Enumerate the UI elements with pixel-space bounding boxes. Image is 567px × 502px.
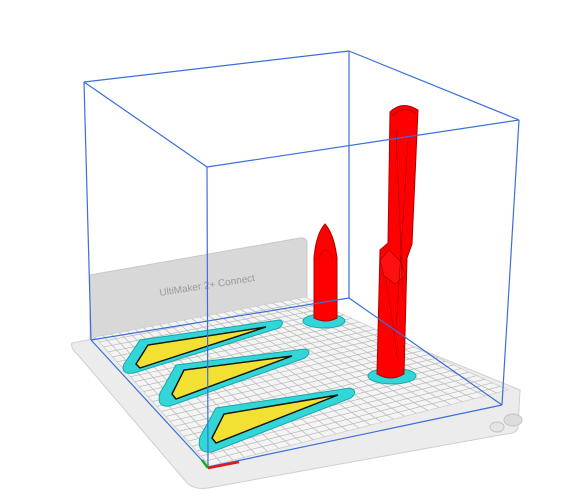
grid-line xyxy=(201,382,493,457)
x-axis-line xyxy=(207,460,240,470)
wedge-3[interactable] xyxy=(198,387,356,453)
small-cone[interactable] xyxy=(302,223,346,329)
build-volume-back xyxy=(83,50,350,298)
grid-line xyxy=(156,346,415,407)
axis-indicator xyxy=(201,459,240,470)
y-axis-line xyxy=(201,459,209,469)
wedge-2[interactable] xyxy=(158,348,310,407)
tall-tower[interactable] xyxy=(367,105,419,385)
wedge-1[interactable] xyxy=(122,319,283,374)
grid-line xyxy=(256,305,440,408)
build-volume-front xyxy=(83,50,520,468)
grid-line xyxy=(264,304,451,405)
plate-clip xyxy=(503,413,523,427)
grid-line xyxy=(205,386,501,462)
plate-clip xyxy=(489,421,505,433)
